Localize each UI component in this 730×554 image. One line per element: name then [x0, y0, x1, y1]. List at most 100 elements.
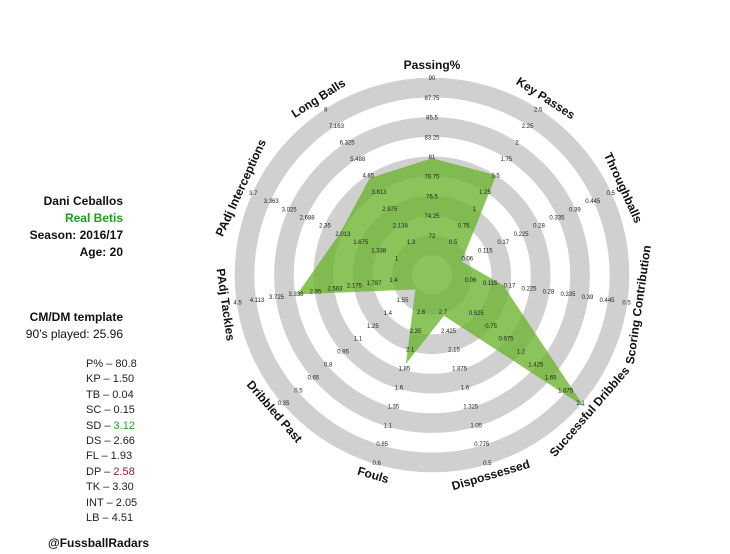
tick-label: 1.6 [461, 385, 470, 391]
tick-label: 0.75 [485, 324, 497, 330]
radar-ring [234, 77, 630, 473]
tick-label: 1.425 [528, 362, 544, 368]
tick-label: 6.325 [340, 140, 356, 146]
template-label: CM/DM template [29, 310, 123, 324]
tick-label: 1.25 [479, 190, 491, 196]
stat-label: INT – [86, 496, 116, 509]
stat-label: SC – [86, 404, 114, 417]
tick-label: 1.875 [452, 367, 468, 373]
tick-label: 2.95 [310, 289, 322, 295]
stat-label: SD – [86, 419, 114, 432]
tick-label: 1.875 [558, 388, 574, 394]
tick-label: 1.85 [399, 367, 411, 373]
tick-label: 0.5 [483, 461, 492, 467]
tick-label: 0.115 [478, 248, 493, 254]
tick-label: 0.17 [497, 240, 509, 246]
tick-label: 0.445 [599, 298, 615, 304]
tick-label: 0.28 [543, 289, 555, 295]
stat-list: P% – 80.8 KP – 1.50 TB – 0.04 SC – 0.15 SD –… [86, 357, 176, 526]
tick-label: 0.17 [504, 284, 516, 290]
stat-value: 3.30 [112, 481, 134, 494]
minutes-played: 90’s played: 25.96 [25, 327, 123, 341]
stat-line: INT – 2.05 [86, 496, 176, 511]
tick-label: 3.813 [371, 190, 387, 196]
tick-label: 83.25 [424, 135, 440, 141]
player-name: Dani Ceballos [43, 194, 123, 208]
tick-label: 0.775 [474, 442, 490, 448]
tick-label: 2.688 [300, 215, 316, 221]
stat-value: 2.58 [113, 465, 135, 478]
season: Season: 2016/17 [29, 228, 123, 242]
tick-label: 2.138 [393, 223, 409, 229]
tick-label: 1.6 [395, 385, 404, 391]
tick-label: 1.1 [384, 423, 393, 429]
tick-label: 2.7 [439, 310, 448, 316]
stat-value: 1.93 [110, 450, 133, 463]
stat-value: 3.12 [113, 419, 135, 432]
stat-line: KP – 1.50 [86, 372, 176, 387]
tick-label: 3.725 [269, 295, 285, 301]
tick-label: 0.5 [449, 240, 458, 246]
tick-label: 78.75 [424, 175, 440, 181]
stat-value: 2.66 [113, 435, 135, 448]
tick-label: 3.7 [249, 191, 258, 197]
tick-label: 90 [429, 76, 436, 82]
tick-label: 1.3 [407, 240, 416, 246]
stat-label: FL – [86, 450, 111, 463]
tick-label: 0.5 [622, 301, 631, 307]
tick-label: 2.1 [576, 401, 585, 407]
tick-label: 2.35 [319, 224, 331, 230]
tick-label: 1 [473, 207, 477, 213]
tick-label: 1.05 [470, 423, 482, 429]
radar-ring [274, 117, 590, 433]
tick-label: 4.65 [363, 174, 375, 180]
tick-label: 2.6 [417, 310, 426, 316]
tick-label: 0.06 [461, 256, 473, 262]
tick-label: 0.06 [465, 278, 477, 284]
team-name: Real Betis [64, 211, 123, 225]
tick-label: 87.75 [424, 96, 440, 102]
tick-label: 1.4 [384, 311, 393, 317]
tick-label: 0.75 [458, 223, 470, 229]
axis-label: Fouls [356, 464, 391, 487]
tick-label: 1.25 [367, 324, 379, 330]
tick-label: 0.975 [498, 337, 514, 343]
stat-line: TB – 0.04 [86, 388, 176, 403]
tick-label: 2.15 [448, 348, 460, 354]
tick-label: 2 [515, 140, 519, 146]
tick-label: 0.35 [278, 401, 290, 407]
tick-label: 1.1 [354, 337, 363, 343]
stat-value: 0.04 [112, 388, 134, 401]
tick-label: 1.65 [545, 375, 557, 381]
stat-label: KP – [86, 373, 113, 386]
tick-label: 1.338 [371, 248, 387, 254]
tick-label: 0.525 [469, 311, 485, 317]
stat-value: 80.8 [115, 358, 137, 370]
stat-label: P% – [86, 358, 116, 370]
stat-line: P% – 80.8 [86, 357, 176, 372]
tick-label: 0.95 [337, 350, 349, 356]
tick-label: 74.25 [424, 214, 440, 220]
stat-value: 4.51 [111, 512, 134, 525]
stat-line: LB – 4.51 [86, 511, 176, 526]
tick-label: 1.5 [491, 174, 500, 180]
tick-label: 1 [395, 256, 399, 262]
tick-label: 0.39 [569, 207, 581, 213]
tick-label: 3.025 [282, 207, 298, 213]
tick-label: 0.28 [533, 224, 545, 230]
tick-label: 2.175 [347, 284, 363, 290]
tick-label: 1.35 [387, 404, 399, 410]
tick-label: 7.163 [329, 124, 345, 130]
stat-line: FL – 1.93 [86, 449, 176, 464]
tick-label: 1.325 [463, 404, 479, 410]
tick-label: 8 [324, 107, 328, 113]
tick-label: 4.113 [250, 298, 265, 304]
tick-label: 0.225 [514, 232, 530, 238]
tick-label: 2.975 [382, 207, 398, 213]
axis-label: Passing% [404, 58, 461, 72]
tick-label: 0.8 [324, 362, 333, 368]
stat-label: TK – [86, 481, 113, 494]
tick-label: 0.65 [307, 375, 319, 381]
stat-value: 1.50 [112, 373, 135, 386]
tick-label: 3.338 [288, 292, 304, 298]
